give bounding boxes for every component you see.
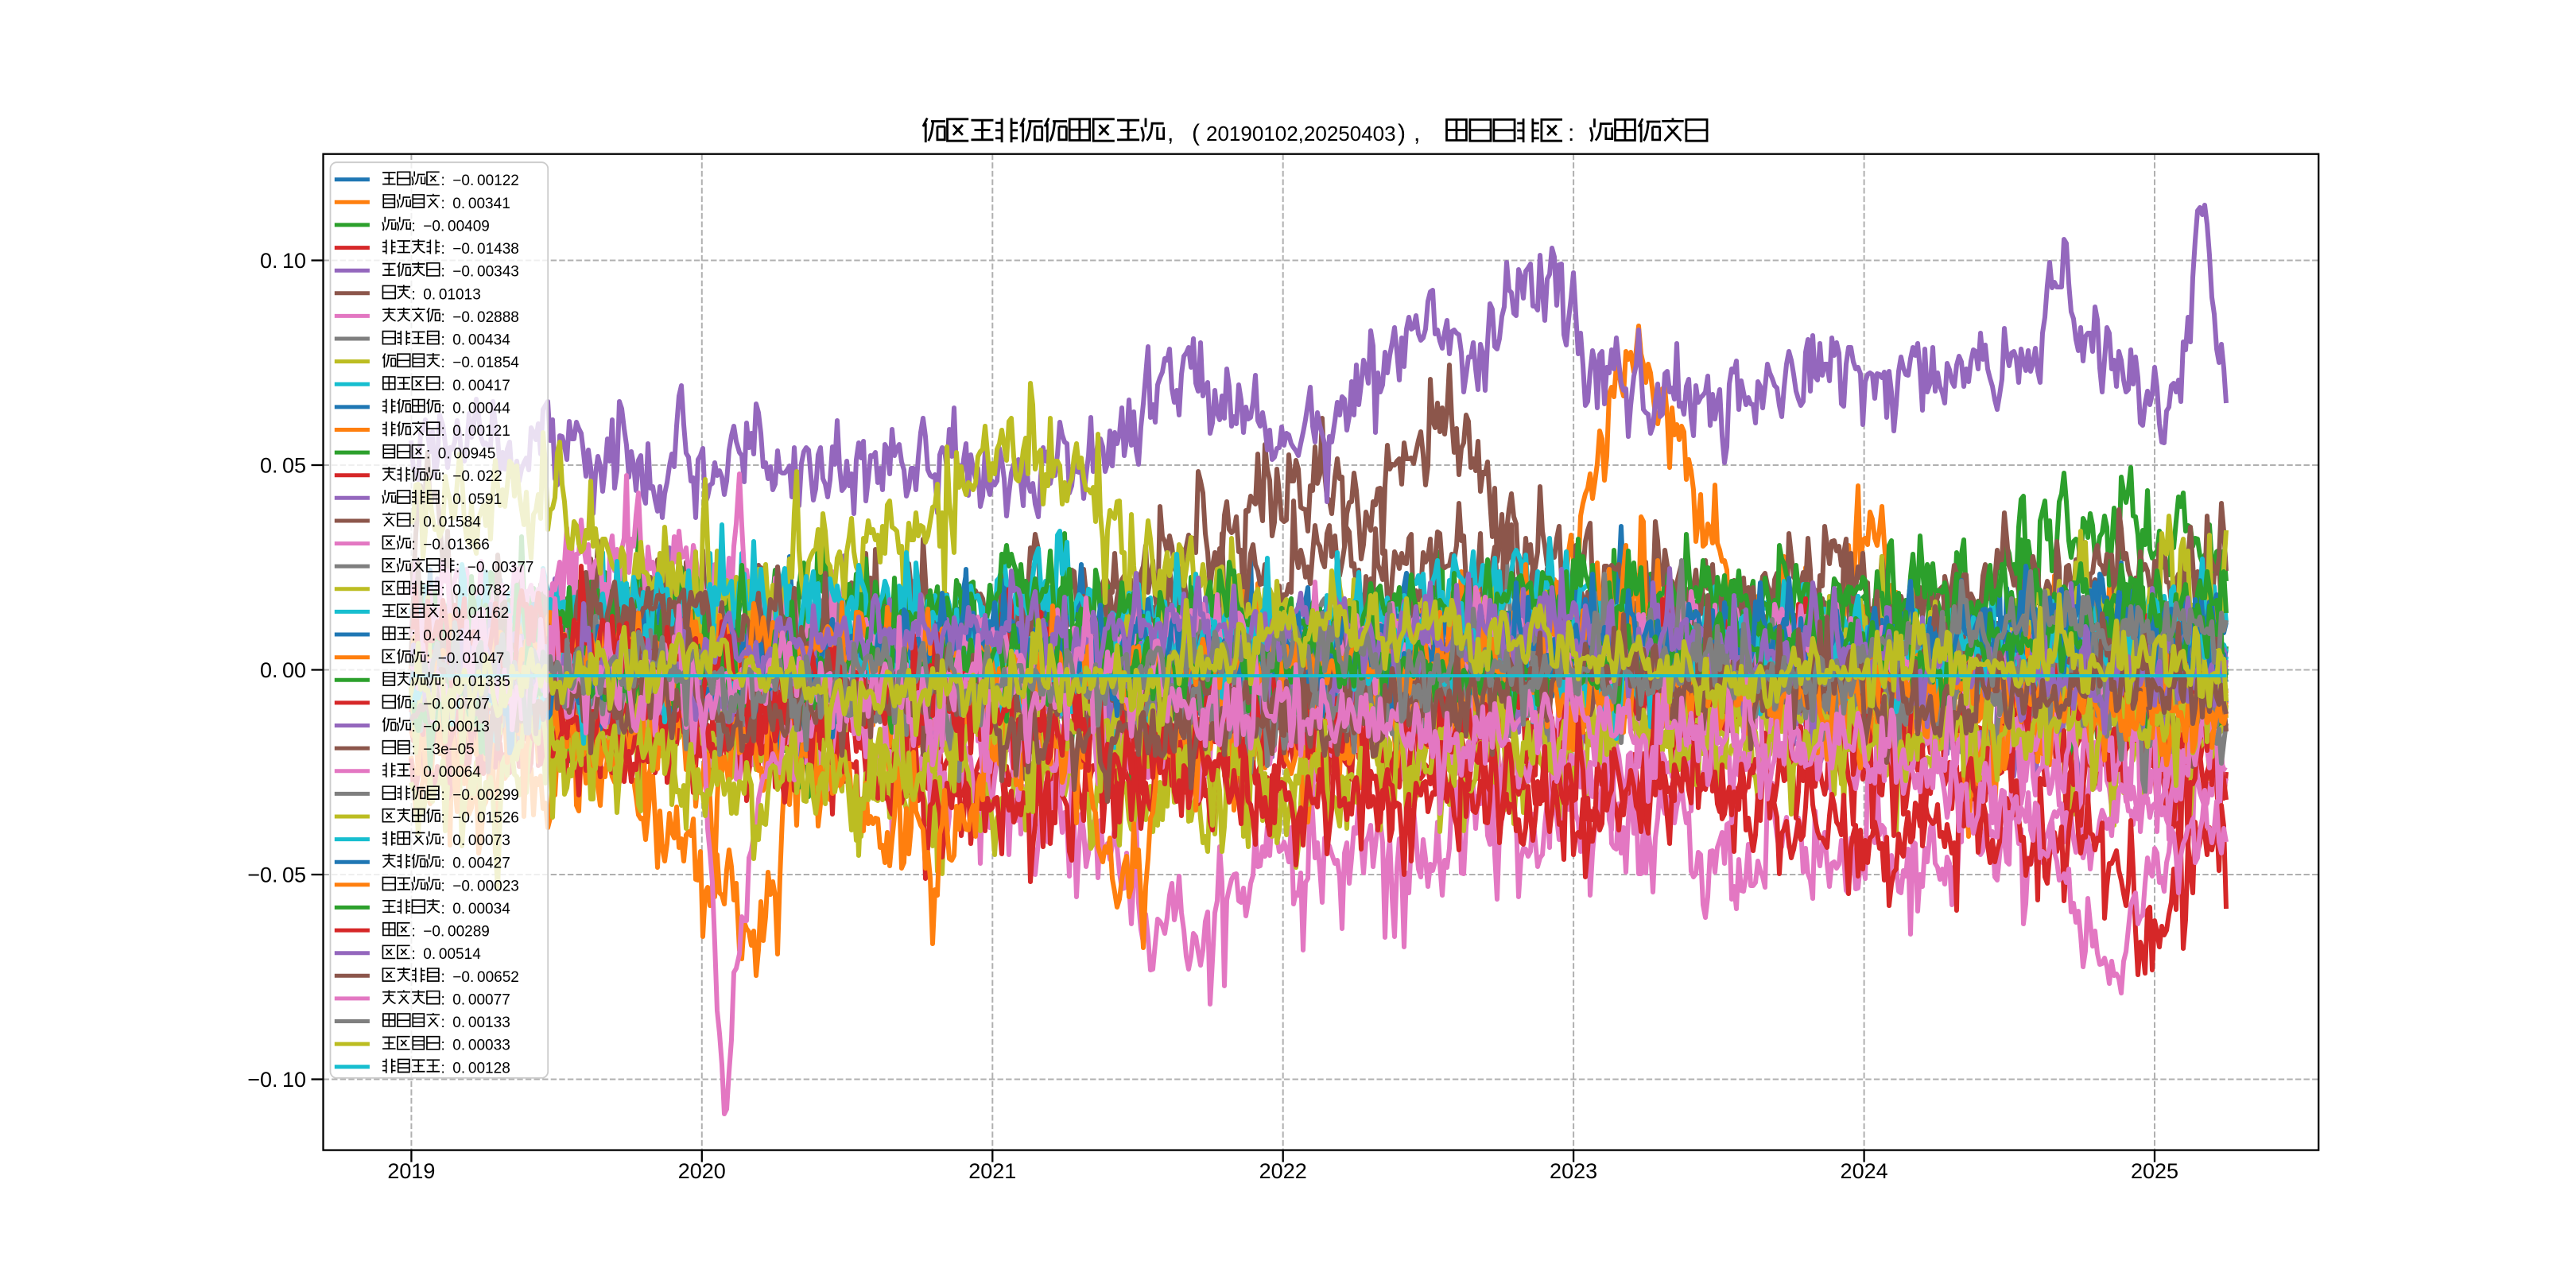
svg-text:: −0. 01047: : −0. 01047 <box>426 650 504 667</box>
svg-text:: −0. 00122: : −0. 00122 <box>441 173 519 189</box>
svg-text:: 0. 00427: : 0. 00427 <box>441 855 510 872</box>
svg-text:: 0. 00073: : 0. 00073 <box>441 832 510 849</box>
svg-text:: −0. 01526: : −0. 01526 <box>441 810 519 827</box>
svg-text:: 0. 00945: : 0. 00945 <box>426 446 495 463</box>
svg-text:: 0. 00034: : 0. 00034 <box>441 901 511 918</box>
svg-text:: 0. 00514: : 0. 00514 <box>412 946 482 963</box>
svg-text:: 0. 01162: : 0. 01162 <box>441 605 510 622</box>
svg-text:: 0. 00121: : 0. 00121 <box>441 423 510 440</box>
svg-text:,: , <box>1414 120 1420 146</box>
svg-text:2022: 2022 <box>1259 1159 1307 1183</box>
svg-text:: 0. 00044: : 0. 00044 <box>441 400 511 417</box>
svg-text:: −0. 02888: : −0. 02888 <box>441 309 519 326</box>
svg-text:−0. 10: −0. 10 <box>247 1068 306 1092</box>
svg-text:: 0. 00244: : 0. 00244 <box>412 628 482 645</box>
svg-text:: 0. 00341: : 0. 00341 <box>441 196 510 212</box>
svg-text:: −0. 01366: : −0. 01366 <box>412 537 490 553</box>
svg-text::: : <box>1568 120 1574 146</box>
svg-text:−0. 05: −0. 05 <box>247 863 306 887</box>
svg-text:: −0. 00289: : −0. 00289 <box>412 924 490 941</box>
svg-text:: −0. 00023: : −0. 00023 <box>441 878 519 894</box>
svg-text:: −0. 00013: : −0. 00013 <box>412 719 490 735</box>
svg-text:: 0. 0591: : 0. 0591 <box>441 491 502 508</box>
svg-text:: −0. 01438: : −0. 01438 <box>441 241 519 258</box>
svg-text:20190102,20250403: 20190102,20250403 <box>1206 122 1396 145</box>
svg-text:: −0. 022: : −0. 022 <box>441 468 502 485</box>
svg-text:(: ( <box>1192 120 1200 146</box>
svg-text:: 0. 01335: : 0. 01335 <box>441 673 510 690</box>
svg-text:: 0. 00434: : 0. 00434 <box>441 332 511 349</box>
svg-text:: 0. 00782: : 0. 00782 <box>441 582 510 599</box>
svg-text:2019: 2019 <box>387 1159 435 1183</box>
svg-text:: 0. 00128: : 0. 00128 <box>441 1060 510 1077</box>
svg-text:: −0. 00652: : −0. 00652 <box>441 969 519 986</box>
svg-text:: 0. 00077: : 0. 00077 <box>441 991 510 1008</box>
svg-text:: 0. 01013: : 0. 01013 <box>412 286 481 303</box>
svg-text:: 0. 00417: : 0. 00417 <box>441 378 510 394</box>
svg-text:: 0. 00064: : 0. 00064 <box>412 764 482 781</box>
svg-text:2020: 2020 <box>678 1159 726 1183</box>
svg-text:: 0. 00033: : 0. 00033 <box>441 1038 510 1054</box>
svg-text:: −0. 00409: : −0. 00409 <box>412 218 490 235</box>
svg-text:: 0. 01584: : 0. 01584 <box>412 514 482 531</box>
svg-text:0. 10: 0. 10 <box>260 249 306 273</box>
svg-text:: −0. 00299: : −0. 00299 <box>441 787 519 804</box>
svg-text:: −0. 00707: : −0. 00707 <box>412 696 490 712</box>
svg-text:0. 00: 0. 00 <box>260 658 306 682</box>
svg-text:: −3e−05: : −3e−05 <box>412 742 475 758</box>
svg-text:: −0. 00377: : −0. 00377 <box>456 560 533 576</box>
svg-text:): ) <box>1398 120 1406 146</box>
svg-text:2021: 2021 <box>968 1159 1016 1183</box>
svg-text:2023: 2023 <box>1550 1159 1597 1183</box>
svg-text:2024: 2024 <box>1841 1159 1888 1183</box>
svg-text:: 0. 00133: : 0. 00133 <box>441 1014 510 1031</box>
svg-text:0. 05: 0. 05 <box>260 454 306 478</box>
svg-text:2025: 2025 <box>2131 1159 2178 1183</box>
svg-text:,: , <box>1167 120 1174 146</box>
svg-text:: −0. 00343: : −0. 00343 <box>441 264 519 281</box>
svg-text:: −0. 01854: : −0. 01854 <box>441 355 520 371</box>
